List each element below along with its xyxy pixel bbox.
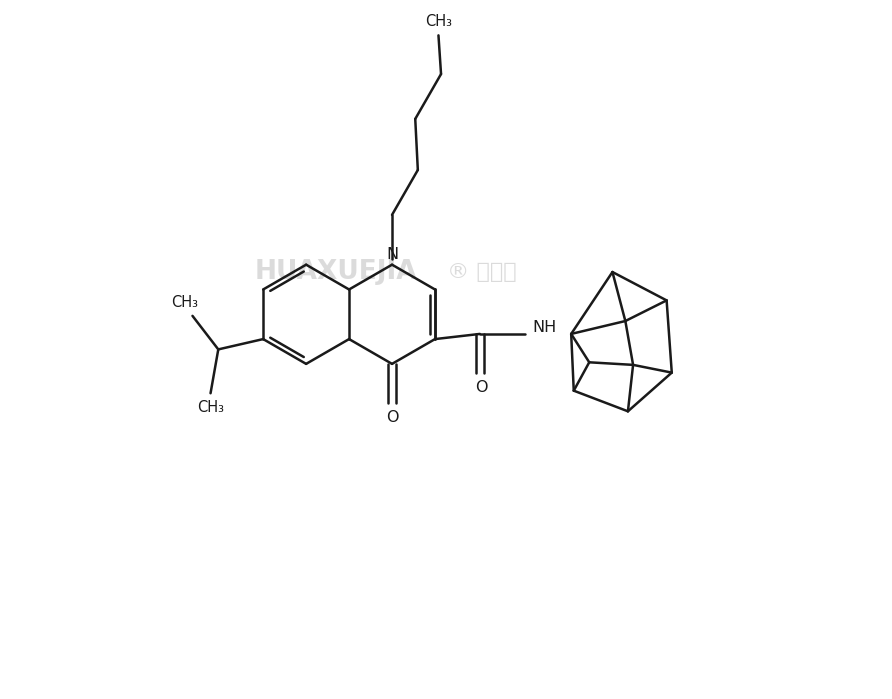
Text: O: O xyxy=(475,380,488,395)
Text: O: O xyxy=(385,410,399,425)
Text: CH₃: CH₃ xyxy=(171,296,198,310)
Text: CH₃: CH₃ xyxy=(197,400,224,415)
Text: N: N xyxy=(386,247,398,262)
Text: HUAXUEJIA: HUAXUEJIA xyxy=(254,259,417,284)
Text: ® 化学加: ® 化学加 xyxy=(447,261,516,282)
Text: CH₃: CH₃ xyxy=(425,14,452,29)
Text: NH: NH xyxy=(533,320,557,336)
